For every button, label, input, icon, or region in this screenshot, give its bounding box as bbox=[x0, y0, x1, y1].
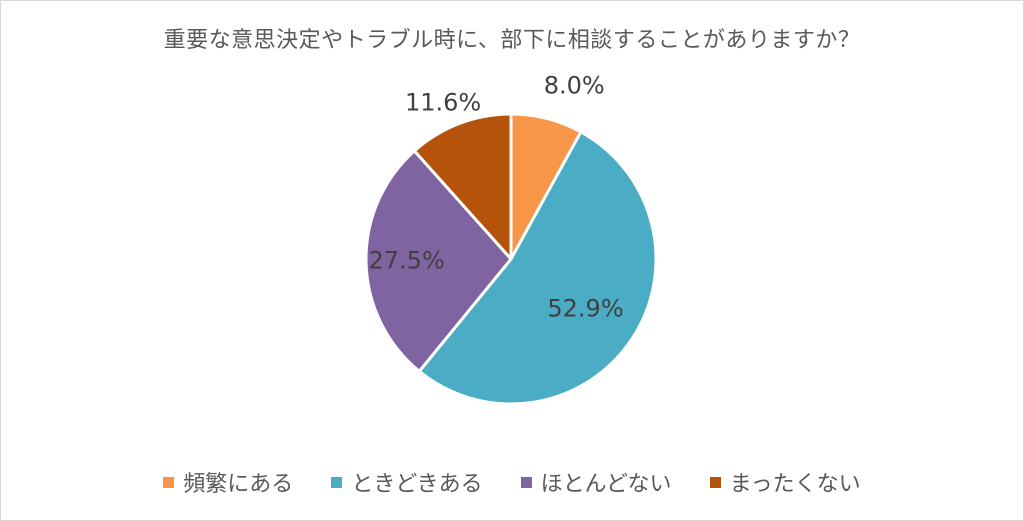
legend-item-never: まったくない bbox=[709, 466, 861, 498]
legend-swatch bbox=[709, 476, 721, 488]
data-label: 52.9% bbox=[547, 294, 623, 322]
legend-swatch bbox=[331, 476, 343, 488]
legend: 頻繁にある ときどきある ほとんどない まったくない bbox=[0, 466, 1024, 498]
legend-label: ほとんどない bbox=[540, 472, 672, 497]
legend-swatch bbox=[520, 476, 532, 488]
legend-label: ときどきある bbox=[351, 472, 483, 497]
data-label: 11.6% bbox=[405, 88, 481, 116]
slice-sometimes bbox=[417, 130, 658, 406]
data-label: 27.5% bbox=[369, 246, 445, 274]
legend-label: まったくない bbox=[729, 472, 861, 497]
legend-label: 頻繁にある bbox=[183, 472, 294, 497]
slice-rarely bbox=[364, 149, 513, 373]
legend-swatch bbox=[163, 476, 175, 488]
legend-item-sometimes: ときどきある bbox=[331, 466, 483, 498]
legend-item-frequently: 頻繁にある bbox=[163, 466, 293, 498]
chart-title: 重要な意思決定やトラブル時に、部下に相談することがありますか？ bbox=[163, 28, 861, 53]
data-label: 8.0% bbox=[544, 71, 605, 99]
legend-item-rarely: ほとんどない bbox=[520, 466, 672, 498]
slice-never bbox=[412, 112, 513, 261]
